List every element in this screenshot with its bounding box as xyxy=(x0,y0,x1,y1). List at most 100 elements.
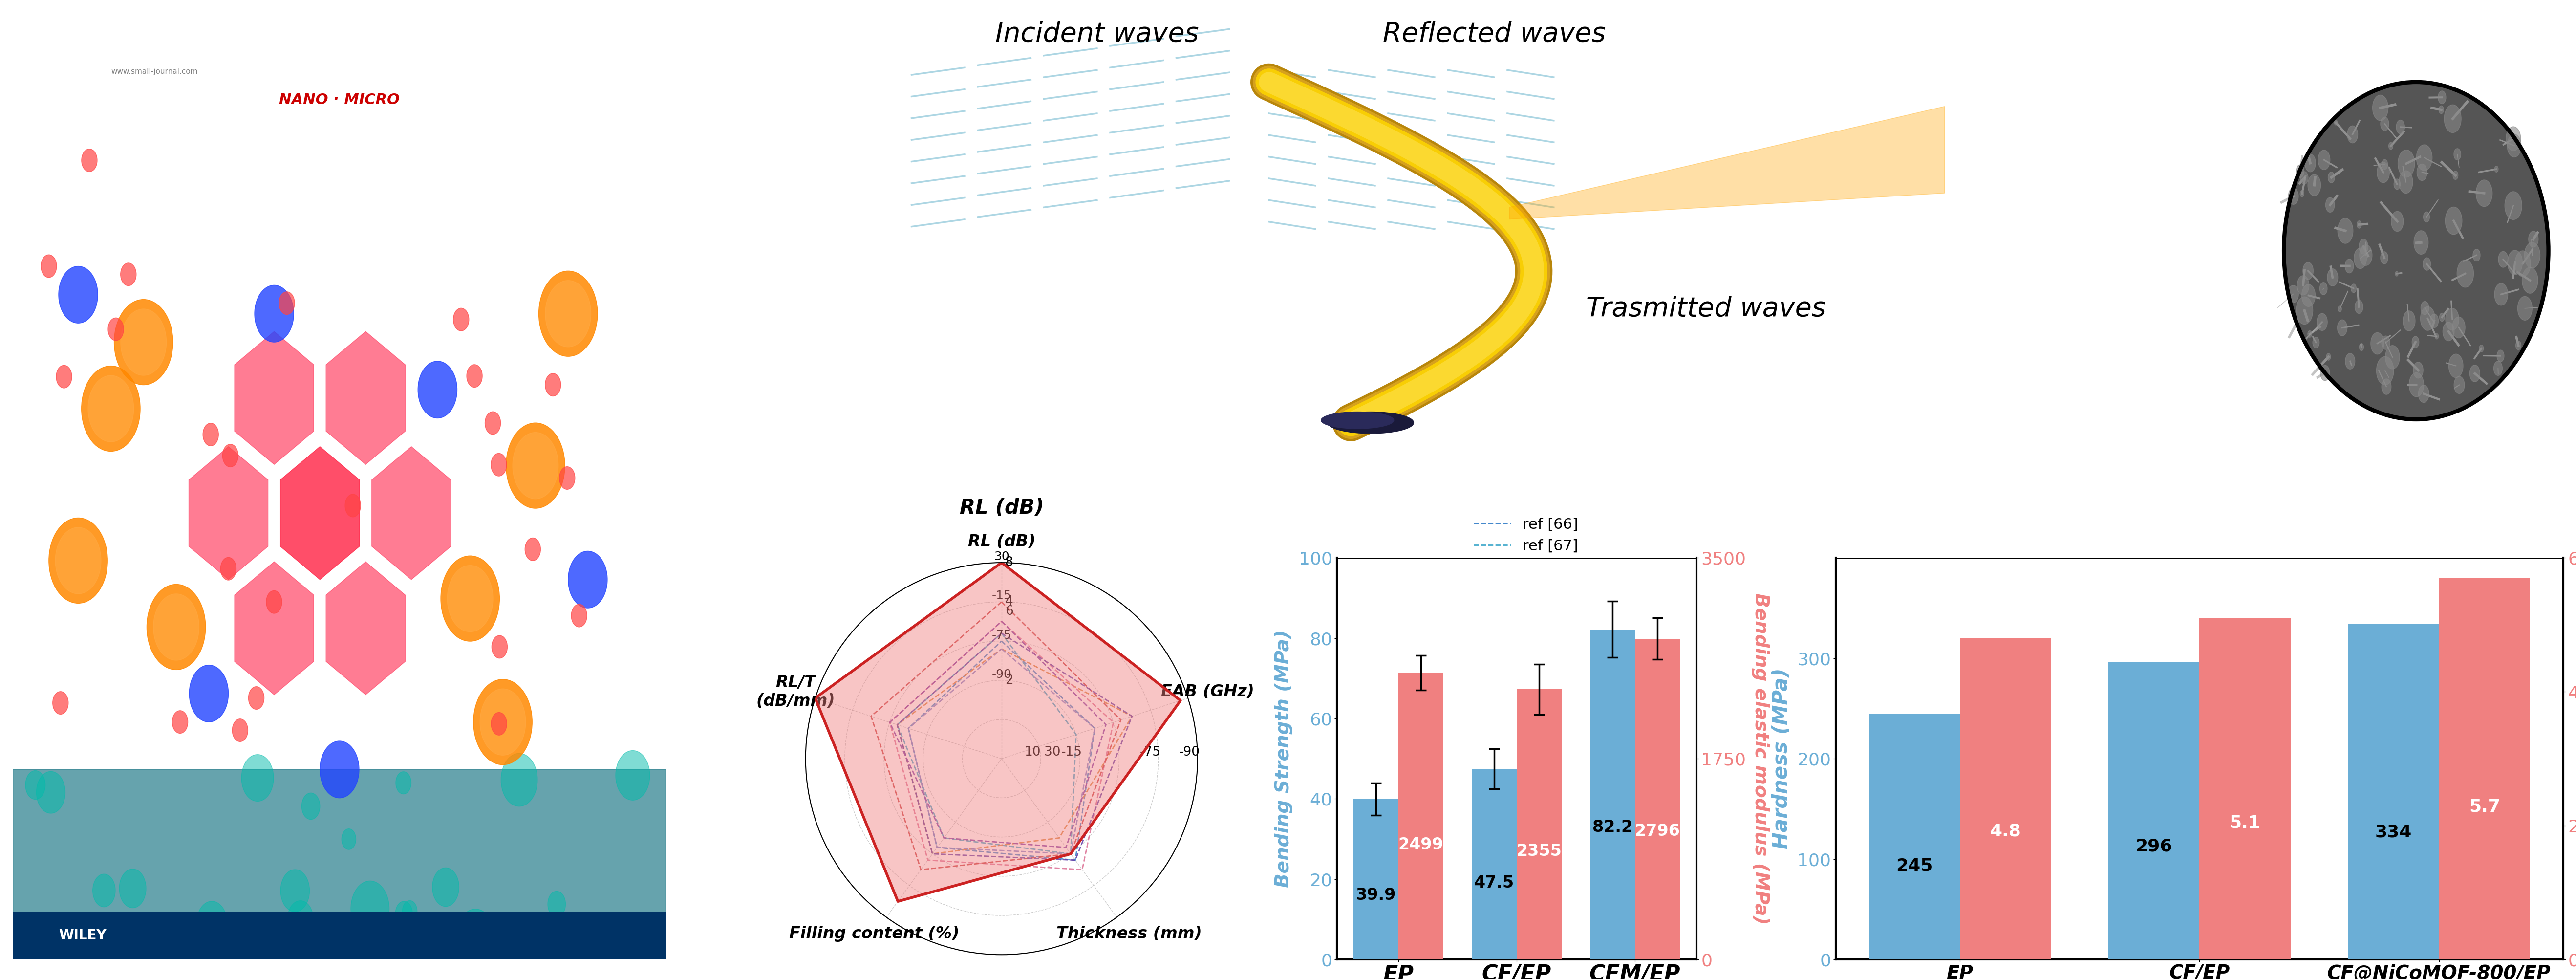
Circle shape xyxy=(2452,317,2465,338)
Bar xyxy=(13,935,667,951)
Circle shape xyxy=(2398,170,2414,194)
Circle shape xyxy=(41,255,57,277)
Circle shape xyxy=(2403,310,2416,331)
Circle shape xyxy=(147,584,206,670)
Circle shape xyxy=(2450,354,2463,378)
Text: 2355: 2355 xyxy=(1517,843,1561,860)
Text: 47.5: 47.5 xyxy=(1473,875,1515,891)
Bar xyxy=(13,943,667,958)
Circle shape xyxy=(397,771,412,794)
Circle shape xyxy=(394,902,412,926)
Circle shape xyxy=(2421,306,2434,331)
Circle shape xyxy=(2524,243,2540,268)
Circle shape xyxy=(2414,231,2429,255)
Bar xyxy=(13,928,667,944)
Circle shape xyxy=(569,551,608,608)
Circle shape xyxy=(2326,353,2331,360)
Bar xyxy=(13,940,667,956)
Circle shape xyxy=(616,751,649,800)
Circle shape xyxy=(2300,171,2308,184)
Bar xyxy=(13,938,667,954)
Circle shape xyxy=(2354,248,2367,268)
Circle shape xyxy=(26,770,46,800)
Bar xyxy=(13,929,667,945)
Bar xyxy=(13,931,667,948)
Circle shape xyxy=(2514,251,2530,277)
Text: -90: -90 xyxy=(992,669,1012,680)
Circle shape xyxy=(2326,268,2339,286)
Circle shape xyxy=(2396,120,2403,134)
Text: Reflected waves: Reflected waves xyxy=(1383,21,1605,47)
Bar xyxy=(13,930,667,946)
Circle shape xyxy=(2313,337,2318,348)
Circle shape xyxy=(2494,166,2499,172)
Circle shape xyxy=(2336,218,2352,244)
Circle shape xyxy=(343,829,355,850)
Circle shape xyxy=(513,433,559,499)
Circle shape xyxy=(466,364,482,388)
Ellipse shape xyxy=(2285,82,2548,419)
Circle shape xyxy=(2318,282,2326,295)
Bar xyxy=(13,937,667,954)
Circle shape xyxy=(2357,220,2362,228)
Bar xyxy=(13,942,667,957)
Bar xyxy=(13,769,667,941)
Circle shape xyxy=(2360,239,2367,254)
Bar xyxy=(13,932,667,948)
Circle shape xyxy=(2437,91,2447,104)
Circle shape xyxy=(456,909,495,965)
Bar xyxy=(13,937,667,953)
Circle shape xyxy=(281,869,309,911)
Bar xyxy=(2347,625,2439,959)
Text: Trasmitted waves: Trasmitted waves xyxy=(1587,296,1826,321)
Circle shape xyxy=(59,266,98,323)
Bar xyxy=(13,937,667,953)
Bar xyxy=(1517,689,1561,959)
Bar xyxy=(1636,638,1680,959)
Circle shape xyxy=(82,366,139,451)
Circle shape xyxy=(232,719,247,742)
Bar xyxy=(13,934,667,950)
Circle shape xyxy=(2318,150,2331,169)
Circle shape xyxy=(2383,379,2391,395)
Bar xyxy=(13,936,667,952)
Circle shape xyxy=(2452,171,2458,179)
Circle shape xyxy=(2383,336,2391,350)
Circle shape xyxy=(2504,192,2522,219)
Bar xyxy=(2200,618,2290,959)
Circle shape xyxy=(2344,259,2354,273)
Ellipse shape xyxy=(1321,412,1394,429)
Bar xyxy=(2107,662,2200,959)
Text: 39.9: 39.9 xyxy=(1355,887,1396,904)
Bar xyxy=(13,935,667,952)
Bar xyxy=(13,939,667,955)
Bar xyxy=(13,933,667,949)
Text: 6: 6 xyxy=(1005,605,1012,618)
Bar xyxy=(1868,714,1960,959)
Text: 30: 30 xyxy=(994,551,1010,563)
Text: 4.8: 4.8 xyxy=(1989,822,2022,839)
Circle shape xyxy=(2326,198,2334,212)
Circle shape xyxy=(2352,284,2357,293)
Circle shape xyxy=(2295,164,2303,178)
Circle shape xyxy=(242,755,273,802)
Circle shape xyxy=(2442,322,2455,341)
Circle shape xyxy=(433,867,459,907)
Bar xyxy=(1960,638,2050,959)
Bar xyxy=(13,928,667,944)
Text: 334: 334 xyxy=(2375,823,2411,840)
Circle shape xyxy=(2344,353,2354,369)
Circle shape xyxy=(113,300,173,385)
Bar xyxy=(13,928,667,945)
Circle shape xyxy=(196,902,227,947)
Text: 2796: 2796 xyxy=(1636,823,1680,839)
Circle shape xyxy=(2360,344,2365,350)
Circle shape xyxy=(36,771,64,814)
Text: 10: 10 xyxy=(1025,746,1041,759)
Bar xyxy=(13,938,667,955)
Circle shape xyxy=(204,423,219,445)
Circle shape xyxy=(2429,314,2439,328)
Bar xyxy=(1399,673,1443,959)
Circle shape xyxy=(2522,267,2537,294)
Circle shape xyxy=(2308,331,2311,338)
